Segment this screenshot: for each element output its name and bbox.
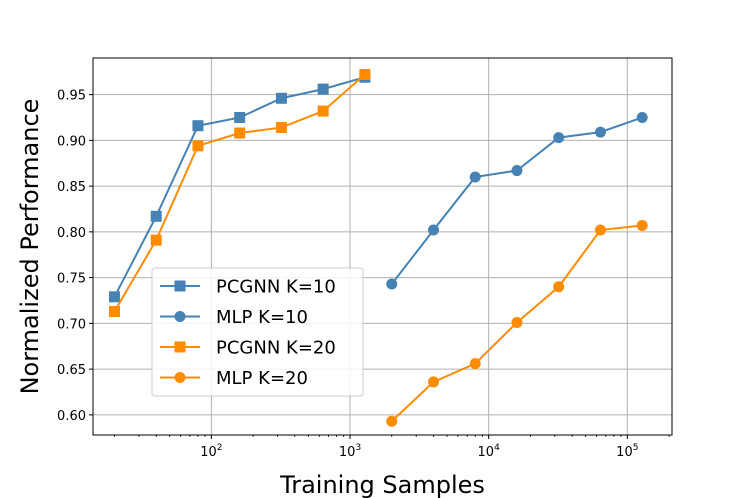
data-point (428, 224, 440, 236)
data-point (275, 92, 287, 104)
data-point (275, 122, 287, 134)
series-pcgnn-k-20 (108, 68, 371, 317)
y-tick-label: 0.60 (57, 409, 86, 424)
data-point (108, 305, 120, 317)
legend-label: PCGNN K=20 (216, 338, 336, 359)
x-tick-exponent: 3 (355, 443, 361, 453)
series-line (390, 116, 643, 285)
data-point (234, 111, 246, 123)
legend-marker (174, 311, 186, 322)
legend-item: PCGNN K=20 (160, 338, 336, 359)
legend-label: MLP K=10 (216, 307, 308, 328)
y-tick-label: 0.65 (57, 363, 86, 378)
x-tick-exponent: 2 (217, 443, 223, 453)
x-tick-label: 102 (200, 443, 222, 460)
x-tick-base: 10 (339, 445, 356, 460)
legend-item: PCGNN K=10 (160, 277, 336, 298)
data-point (469, 171, 481, 183)
plot-area-frame (92, 57, 673, 436)
data-point (636, 111, 648, 123)
legend-item: MLP K=10 (160, 307, 308, 328)
series-layer (108, 68, 648, 427)
data-point (594, 126, 606, 138)
data-point (150, 234, 162, 246)
data-point (317, 83, 329, 95)
data-point (317, 105, 329, 117)
y-tick-label: 0.80 (57, 226, 86, 241)
data-point (234, 127, 246, 139)
series-mlp-k-20 (386, 219, 648, 427)
legend: PCGNN K=10 MLP K=10 PCGNN K=20 MLP K=20 (151, 267, 364, 397)
data-point (594, 224, 606, 236)
data-point (359, 68, 371, 80)
legend-item: MLP K=20 (160, 368, 308, 389)
legend-marker (174, 341, 186, 353)
y-tick-label: 0.75 (57, 272, 86, 287)
data-point (386, 278, 398, 290)
legend-marker (174, 372, 186, 383)
data-point (511, 165, 523, 177)
data-point (636, 219, 648, 231)
x-tick-base: 10 (616, 445, 633, 460)
x-tick-label: 103 (339, 443, 361, 460)
data-point (192, 140, 204, 152)
data-point (553, 132, 565, 144)
x-axis-title: Training Samples (279, 471, 485, 498)
x-tick-base: 10 (478, 445, 495, 460)
data-point (192, 120, 204, 132)
data-point (386, 415, 398, 427)
data-point (553, 281, 565, 293)
data-point (511, 316, 523, 328)
legend-label: PCGNN K=10 (216, 277, 336, 298)
legend-label: MLP K=20 (216, 368, 308, 389)
y-axis-title: Normalized Performance (16, 99, 44, 395)
data-point (150, 210, 162, 222)
x-tick-exponent: 4 (494, 443, 500, 453)
data-point (469, 358, 481, 370)
y-tick-label: 0.70 (57, 317, 86, 332)
legend-marker (174, 280, 186, 292)
series-mlp-k-10 (386, 111, 648, 290)
y-tick-label: 0.90 (57, 134, 86, 149)
y-tick-label: 0.95 (57, 89, 86, 104)
x-tick-base: 10 (200, 445, 217, 460)
x-tick-label: 104 (478, 443, 501, 460)
x-tick-label: 105 (616, 443, 638, 460)
data-point (428, 376, 440, 388)
y-tick-label: 0.85 (57, 180, 86, 195)
legend-box (151, 267, 364, 397)
data-point (108, 291, 120, 303)
x-tick-exponent: 5 (633, 443, 639, 453)
